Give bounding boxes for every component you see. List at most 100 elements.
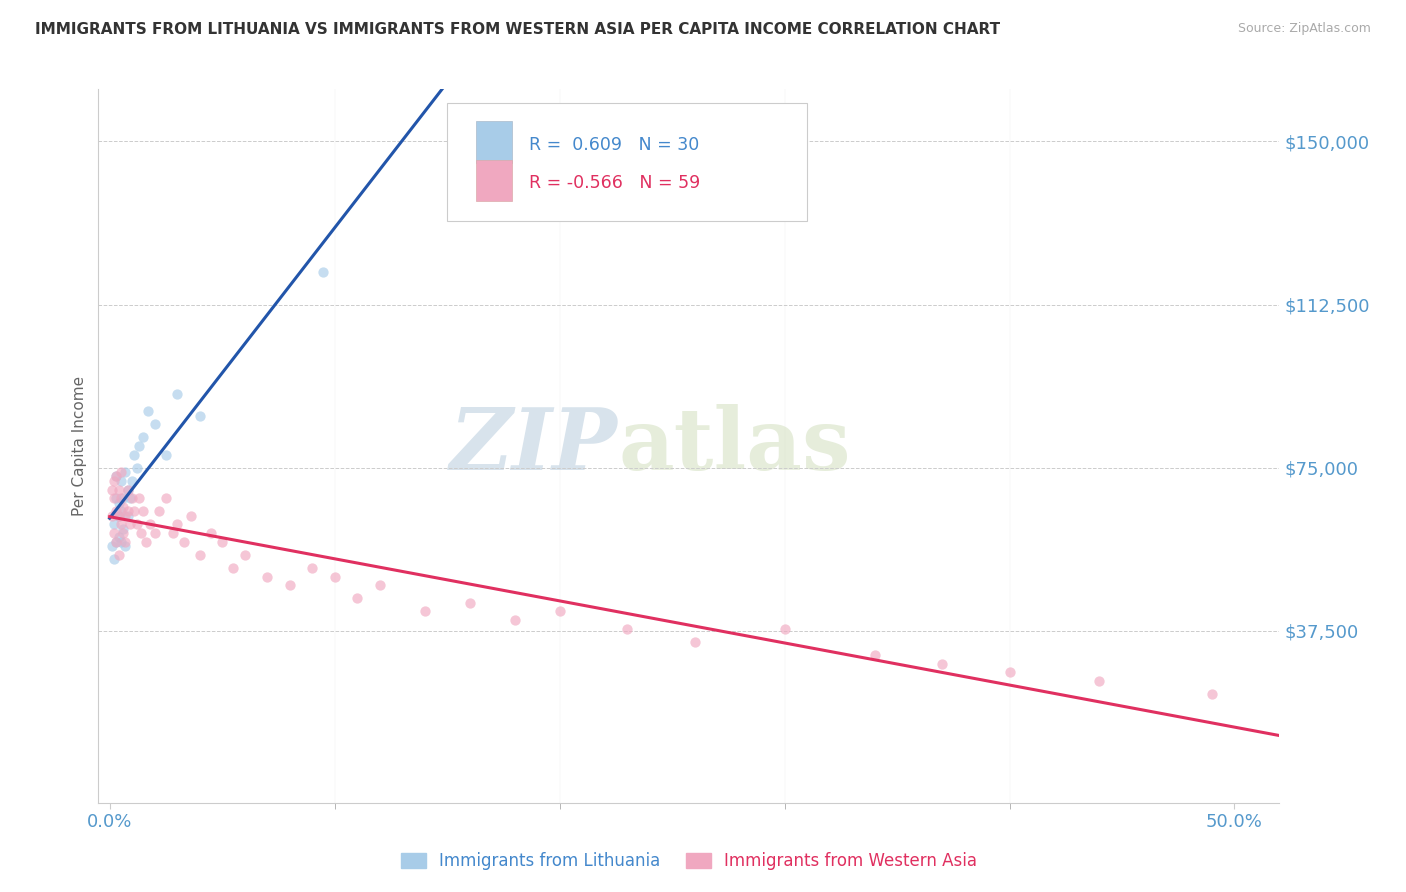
Point: [112, 526, 135, 541]
Point: [107, 508, 129, 523]
Y-axis label: Per Capita Income: Per Capita Income: [72, 376, 87, 516]
Point: [200, 526, 222, 541]
Point: [211, 534, 233, 549]
Point: [548, 604, 571, 618]
Point: [107, 483, 129, 497]
Point: [155, 448, 177, 462]
Point: [368, 578, 391, 592]
Point: [125, 460, 148, 475]
Point: [112, 491, 135, 506]
Point: [166, 386, 188, 401]
Point: [110, 474, 132, 488]
Point: [121, 474, 143, 488]
Point: [312, 265, 335, 279]
Point: [162, 526, 184, 541]
Point: [135, 534, 157, 549]
Point: [503, 613, 526, 627]
Point: [105, 534, 128, 549]
Legend: Immigrants from Lithuania, Immigrants from Western Asia: Immigrants from Lithuania, Immigrants fr…: [394, 846, 984, 877]
Text: Source: ZipAtlas.com: Source: ZipAtlas.com: [1237, 22, 1371, 36]
Point: [155, 491, 177, 506]
Point: [105, 534, 128, 549]
Point: [101, 483, 124, 497]
Point: [278, 578, 301, 592]
Point: [132, 504, 155, 518]
Point: [136, 404, 159, 418]
Point: [346, 591, 368, 606]
Point: [1088, 673, 1111, 688]
Point: [301, 561, 323, 575]
Point: [233, 548, 256, 562]
FancyBboxPatch shape: [477, 121, 512, 162]
Point: [110, 465, 132, 479]
Point: [128, 491, 150, 506]
Point: [128, 439, 150, 453]
Point: [112, 522, 135, 536]
Point: [413, 604, 436, 618]
Text: ZIP: ZIP: [450, 404, 619, 488]
Point: [256, 569, 278, 583]
Point: [105, 469, 128, 483]
Point: [103, 552, 125, 566]
Point: [222, 561, 245, 575]
Point: [188, 548, 211, 562]
Point: [124, 448, 146, 462]
Point: [103, 526, 125, 541]
Text: IMMIGRANTS FROM LITHUANIA VS IMMIGRANTS FROM WESTERN ASIA PER CAPITA INCOME CORR: IMMIGRANTS FROM LITHUANIA VS IMMIGRANTS …: [35, 22, 1000, 37]
FancyBboxPatch shape: [477, 160, 512, 202]
Point: [129, 526, 152, 541]
Point: [180, 508, 202, 523]
Point: [110, 504, 132, 518]
Point: [101, 539, 124, 553]
Point: [139, 517, 162, 532]
Point: [110, 491, 132, 506]
Text: R = -0.566   N = 59: R = -0.566 N = 59: [530, 175, 700, 193]
Point: [107, 548, 129, 562]
Point: [103, 517, 125, 532]
Point: [124, 504, 146, 518]
Point: [117, 483, 139, 497]
Point: [863, 648, 886, 662]
Point: [117, 504, 139, 518]
Point: [110, 517, 132, 532]
Point: [114, 508, 136, 523]
Point: [616, 622, 638, 636]
Point: [931, 657, 953, 671]
Point: [148, 504, 170, 518]
Point: [117, 508, 139, 523]
Point: [107, 495, 129, 509]
Point: [143, 417, 166, 432]
Point: [112, 500, 135, 514]
Point: [101, 508, 124, 523]
Point: [107, 530, 129, 544]
Point: [110, 534, 132, 549]
Point: [121, 491, 143, 506]
Point: [107, 508, 129, 523]
Point: [114, 539, 136, 553]
Point: [117, 483, 139, 497]
FancyBboxPatch shape: [447, 103, 807, 221]
Point: [105, 469, 128, 483]
Point: [188, 409, 211, 423]
Text: R =  0.609   N = 30: R = 0.609 N = 30: [530, 136, 700, 153]
Text: atlas: atlas: [619, 404, 851, 488]
Point: [125, 517, 148, 532]
Point: [105, 491, 128, 506]
Point: [118, 491, 141, 506]
Point: [103, 474, 125, 488]
Point: [683, 635, 706, 649]
Point: [458, 596, 481, 610]
Point: [103, 491, 125, 506]
Point: [143, 526, 166, 541]
Point: [118, 517, 141, 532]
Point: [114, 465, 136, 479]
Point: [998, 665, 1021, 680]
Point: [132, 430, 155, 444]
Point: [166, 517, 188, 532]
Point: [105, 504, 128, 518]
Point: [1201, 687, 1223, 701]
Point: [323, 569, 346, 583]
Point: [114, 534, 136, 549]
Point: [773, 622, 796, 636]
Point: [173, 534, 195, 549]
